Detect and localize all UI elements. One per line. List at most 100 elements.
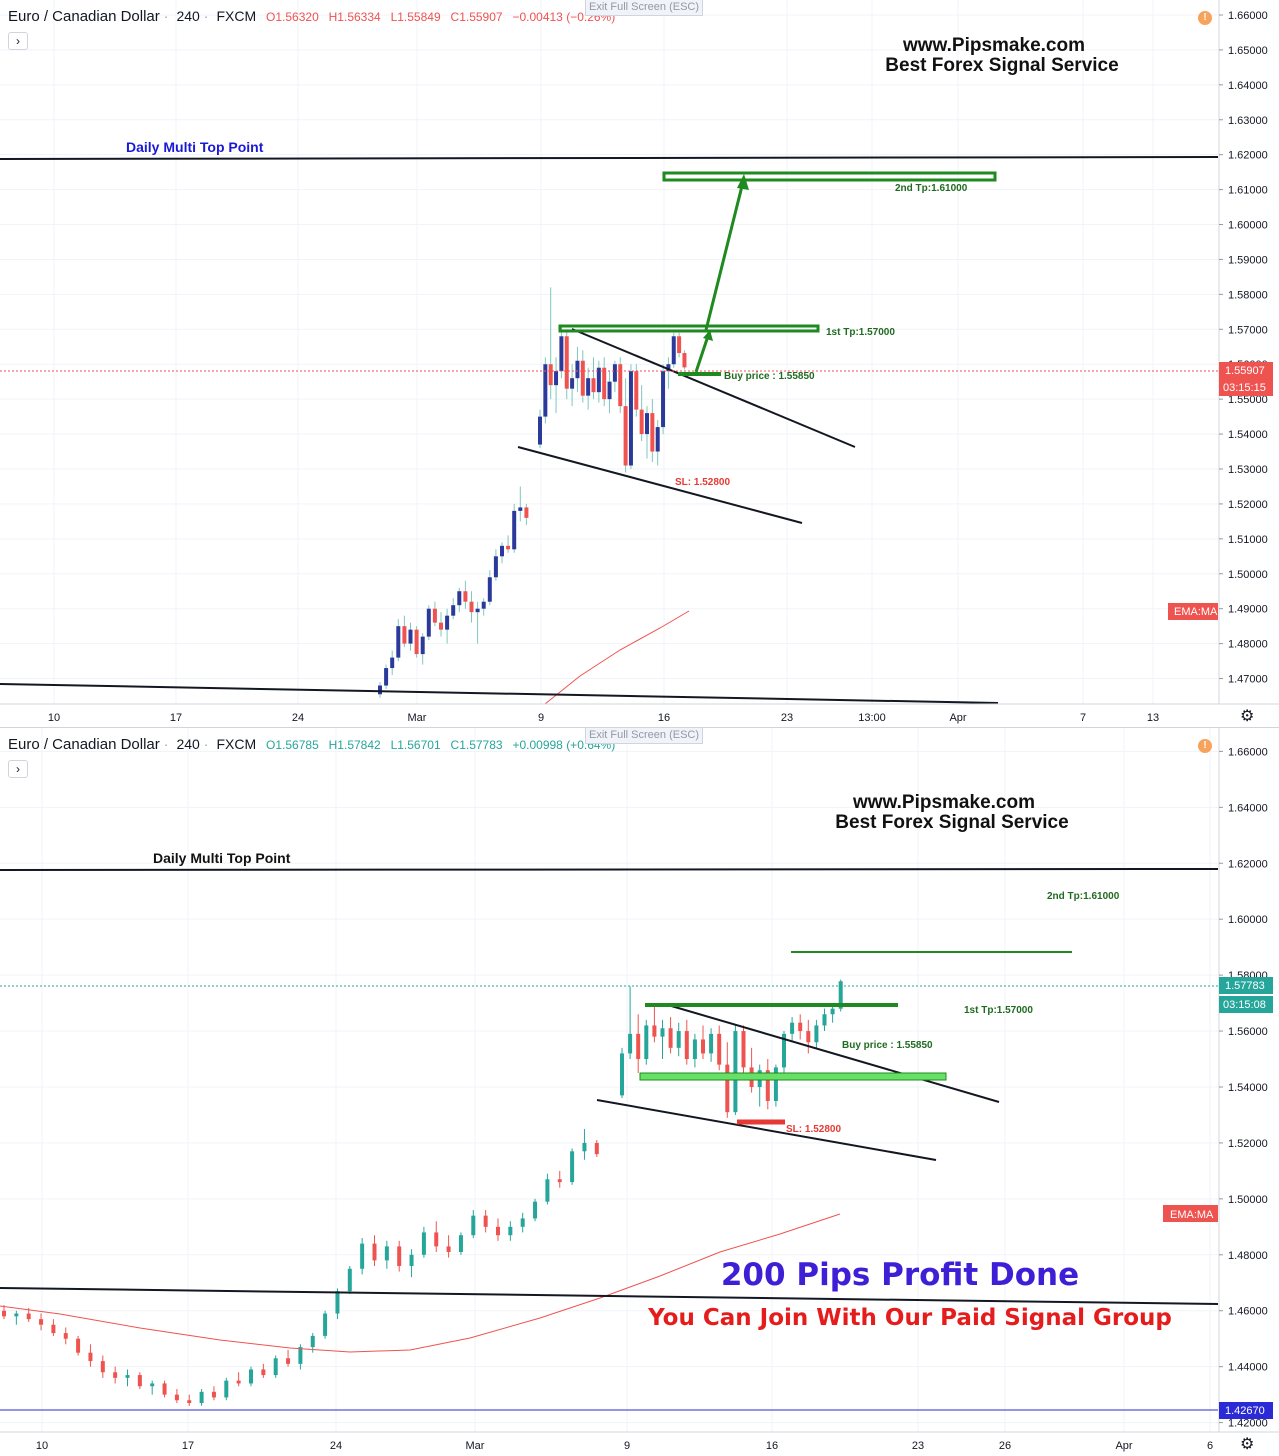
candle-body[interactable]: [483, 1215, 488, 1227]
candle-body[interactable]: [426, 608, 431, 637]
candle-body[interactable]: [487, 577, 492, 602]
candle-body[interactable]: [524, 507, 529, 518]
channel-upper-line[interactable]: [667, 1004, 1000, 1103]
candle-body[interactable]: [570, 378, 575, 389]
candle-body[interactable]: [733, 1031, 738, 1113]
chart-canvas[interactable]: 1.66000 1.65000 1.64000 1.63000 1.62000 1.610…: [0, 0, 1279, 728]
candle-body[interactable]: [421, 1232, 426, 1255]
candle-body[interactable]: [644, 1025, 649, 1060]
candle-body[interactable]: [261, 1369, 266, 1376]
candle-body[interactable]: [420, 636, 425, 655]
candle-body[interactable]: [360, 1243, 365, 1269]
candle-body[interactable]: [634, 371, 639, 410]
candle-body[interactable]: [445, 615, 450, 630]
candle-body[interactable]: [384, 668, 389, 686]
candle-body[interactable]: [481, 601, 486, 609]
candle-body[interactable]: [660, 1028, 665, 1037]
candle-body[interactable]: [273, 1358, 278, 1376]
candle-body[interactable]: [620, 1053, 624, 1096]
candle-body[interactable]: [63, 1333, 68, 1339]
candle-body[interactable]: [414, 629, 419, 655]
candle-body[interactable]: [668, 1028, 673, 1048]
candle-body[interactable]: [645, 413, 649, 435]
candle-body[interactable]: [652, 1025, 657, 1037]
candle-body[interactable]: [520, 1218, 525, 1227]
candle-body[interactable]: [457, 591, 462, 606]
candle-body[interactable]: [402, 626, 407, 644]
projection-arrow-2[interactable]: [704, 177, 746, 331]
candle-body[interactable]: [432, 608, 437, 623]
candle-body[interactable]: [741, 1031, 746, 1068]
candle-body[interactable]: [701, 1039, 705, 1054]
candle-body[interactable]: [790, 1022, 795, 1034]
candle-body[interactable]: [137, 1375, 142, 1387]
candle-body[interactable]: [199, 1391, 204, 1404]
candle-body[interactable]: [548, 364, 553, 386]
candle-body[interactable]: [100, 1361, 105, 1373]
candle-body[interactable]: [596, 367, 601, 393]
candle-body[interactable]: [335, 1291, 340, 1314]
candle-body[interactable]: [582, 1142, 587, 1152]
candle-body[interactable]: [434, 1232, 439, 1247]
support-trendline[interactable]: [0, 683, 999, 704]
chart-canvas[interactable]: 1.660001.640001.620001.600001.580001.560…: [0, 728, 1279, 1456]
candle-body[interactable]: [378, 685, 382, 695]
candle-body[interactable]: [310, 1335, 315, 1348]
candle-body[interactable]: [508, 1226, 513, 1236]
candle-body[interactable]: [602, 367, 607, 400]
candle-body[interactable]: [782, 1033, 786, 1068]
candle-body[interactable]: [628, 371, 633, 466]
candle-body[interactable]: [463, 591, 468, 602]
candle-body[interactable]: [458, 1235, 463, 1252]
symbol-name[interactable]: Euro / Canadian Dollar: [8, 8, 160, 25]
candle-body[interactable]: [471, 1215, 476, 1236]
candle-body[interactable]: [682, 353, 687, 368]
candle-body[interactable]: [623, 406, 628, 466]
candle-body[interactable]: [439, 622, 443, 630]
candle-body[interactable]: [814, 1025, 819, 1043]
candle-body[interactable]: [113, 1372, 118, 1378]
candle-body[interactable]: [538, 416, 542, 445]
candle-body[interactable]: [594, 1142, 599, 1155]
candle-body[interactable]: [150, 1383, 155, 1387]
candle-body[interactable]: [717, 1033, 722, 1065]
candle-body[interactable]: [493, 556, 498, 578]
tp1-zone[interactable]: [558, 324, 820, 333]
candle-body[interactable]: [607, 381, 612, 400]
exit-fullscreen-button[interactable]: Exit Full Screen (ESC): [585, 728, 703, 744]
candle-body[interactable]: [51, 1324, 56, 1334]
candle-body[interactable]: [76, 1338, 81, 1353]
candle-body[interactable]: [224, 1380, 229, 1398]
candle-body[interactable]: [347, 1268, 352, 1292]
candle-body[interactable]: [838, 981, 843, 1009]
channel-lower-line[interactable]: [517, 446, 803, 524]
expand-legend-button[interactable]: ›: [8, 760, 28, 778]
candle-body[interactable]: [666, 364, 671, 372]
interval[interactable]: 240: [176, 8, 200, 24]
candle-body[interactable]: [323, 1313, 328, 1336]
settings-gear-icon[interactable]: ⚙: [1240, 708, 1255, 725]
ema-line[interactable]: [0, 1213, 841, 1353]
candle-body[interactable]: [543, 364, 548, 417]
candle-body[interactable]: [506, 545, 511, 550]
candle-body[interactable]: [2, 1310, 6, 1317]
candle-body[interactable]: [545, 1179, 550, 1202]
daily-top-line[interactable]: [0, 868, 1219, 871]
candle-body[interactable]: [830, 1008, 835, 1015]
candle-body[interactable]: [174, 1394, 179, 1401]
expand-legend-button[interactable]: ›: [8, 32, 28, 50]
candle-body[interactable]: [709, 1033, 714, 1054]
candle-body[interactable]: [806, 1031, 811, 1043]
candle-body[interactable]: [557, 1179, 562, 1183]
candle-body[interactable]: [446, 1246, 451, 1252]
candle-body[interactable]: [14, 1313, 19, 1317]
settings-gear-icon[interactable]: ⚙: [1240, 1436, 1255, 1453]
candle-body[interactable]: [397, 1246, 402, 1266]
channel-upper-line[interactable]: [571, 328, 856, 448]
candle-body[interactable]: [469, 601, 474, 613]
candle-body[interactable]: [765, 1070, 770, 1101]
interval[interactable]: 240: [176, 736, 200, 752]
candle-body[interactable]: [496, 1226, 500, 1236]
candle-body[interactable]: [822, 1014, 827, 1026]
buy-zone[interactable]: [639, 1072, 947, 1081]
